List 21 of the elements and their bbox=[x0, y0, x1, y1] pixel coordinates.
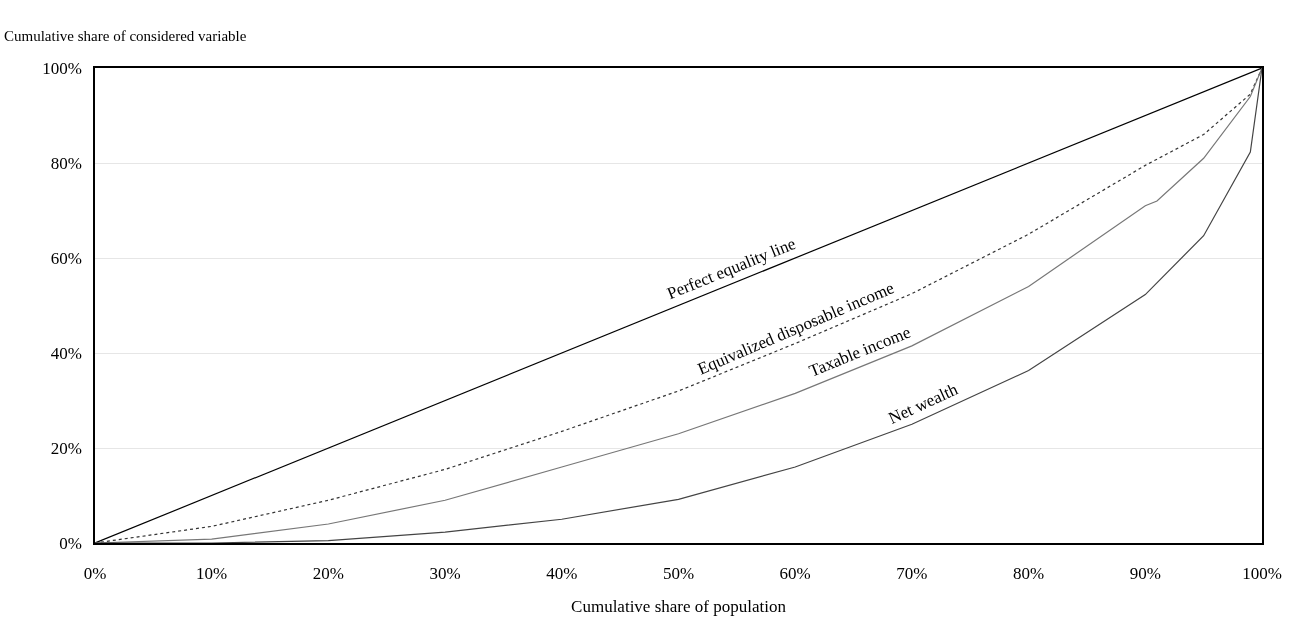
text: Perfect equality line bbox=[664, 234, 799, 304]
y-tick-label: 100% bbox=[42, 58, 82, 78]
x-tick-label: 30% bbox=[429, 564, 461, 584]
x-tick-label: 0% bbox=[83, 564, 107, 584]
x-tick-label: 100% bbox=[1242, 564, 1282, 584]
x-tick-label: 40% bbox=[546, 564, 578, 584]
y-tick-label: 60% bbox=[50, 248, 82, 268]
y-tick-label: 80% bbox=[50, 153, 82, 173]
text: Net wealth bbox=[885, 379, 962, 428]
y-tick-label: 0% bbox=[59, 533, 82, 553]
y-tick-label: 40% bbox=[50, 343, 82, 363]
y-axis-title: Cumulative share of considered variable bbox=[4, 28, 247, 44]
x-tick-label: 80% bbox=[1013, 564, 1045, 584]
x-tick-label: 20% bbox=[312, 564, 344, 584]
x-tick-label: 60% bbox=[779, 564, 811, 584]
x-tick-label: 50% bbox=[662, 564, 695, 584]
x-axis-title: Cumulative share of population bbox=[571, 597, 787, 617]
y-tick-label: 20% bbox=[50, 438, 82, 458]
x-tick-label: 90% bbox=[1129, 564, 1161, 584]
x-tick-label: 70% bbox=[896, 564, 928, 584]
x-tick-label: 10% bbox=[196, 564, 228, 584]
